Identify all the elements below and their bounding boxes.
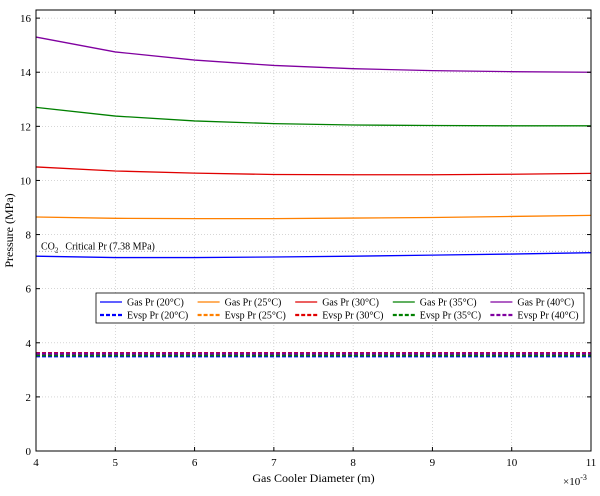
- legend-box: [95, 292, 585, 324]
- y-tick-label: 6: [26, 284, 32, 296]
- x-exponent-base: ×10: [563, 476, 581, 488]
- legend-entry: Evsp Pr (40°C): [490, 311, 579, 322]
- series-line-gas-pr-35-c: [35, 106, 591, 127]
- legend-label: Gas Pr (40°C): [517, 298, 574, 309]
- y-tick-label: 8: [26, 230, 32, 242]
- series-line-gas-pr-30-c: [35, 166, 592, 176]
- plot-frame: [35, 9, 592, 452]
- legend-label: Evsp Pr (35°C): [420, 311, 481, 322]
- legend-entry: Evsp Pr (35°C): [392, 311, 481, 322]
- legend-entry: Gas Pr (30°C): [295, 298, 379, 309]
- legend-entry: Evsp Pr (25°C): [197, 311, 286, 322]
- legend-label: Gas Pr (25°C): [225, 298, 282, 309]
- x-tick-label: 7: [271, 457, 277, 469]
- legend-label: Evsp Pr (20°C): [127, 311, 188, 322]
- legend-label: Evsp Pr (30°C): [322, 311, 383, 322]
- critical-pressure-annotation: CO2 Critical Pr (7.38 MPa): [41, 241, 155, 254]
- y-tick-label: 16: [20, 13, 32, 25]
- legend-entry: Gas Pr (40°C): [490, 298, 574, 309]
- series-lines: [35, 36, 592, 358]
- annotation-subscript: 2: [55, 246, 59, 254]
- series-line-gas-pr-40-c: [35, 36, 592, 73]
- legend-entry: Evsp Pr (20°C): [100, 311, 188, 322]
- x-tick-label: 4: [33, 457, 39, 469]
- x-tick-label: 9: [430, 457, 436, 469]
- annotation-prefix: CO: [41, 241, 55, 252]
- legend-entry: Gas Pr (20°C): [100, 298, 184, 309]
- y-tick-label: 14: [20, 67, 32, 79]
- legend-label: Gas Pr (30°C): [322, 298, 379, 309]
- axis-ticks: [35, 10, 592, 452]
- x-tick-label: 10: [506, 457, 518, 469]
- y-tick-label: 4: [26, 338, 32, 350]
- legend-entry: Evsp Pr (30°C): [295, 311, 383, 322]
- x-tick-label: 8: [350, 457, 356, 469]
- x-axis-exponent: ×10-3: [563, 473, 587, 488]
- legend-label: Gas Pr (35°C): [420, 298, 477, 309]
- y-tick-labels: 0 2 4 6 8 10 12 14 16: [20, 13, 32, 458]
- critical-pressure-reference: CO2 Critical Pr (7.38 MPa): [36, 241, 591, 254]
- x-axis-label: Gas Cooler Diameter (m): [252, 471, 374, 485]
- x-exponent-power: -3: [580, 473, 587, 482]
- x-tick-labels: 4 5 6 7 8 9 10 11: [33, 457, 596, 469]
- legend-entry: Gas Pr (25°C): [197, 298, 282, 309]
- series-line-gas-pr-20-c: [35, 252, 592, 259]
- x-tick-label: 6: [192, 457, 198, 469]
- legend-entry: Gas Pr (35°C): [392, 298, 477, 309]
- legend-label: Gas Pr (20°C): [127, 298, 184, 309]
- x-tick-label: 5: [113, 457, 119, 469]
- y-tick-label: 10: [20, 175, 32, 187]
- y-tick-label: 0: [26, 446, 32, 458]
- annotation-text: Critical Pr (7.38 MPa): [65, 241, 154, 252]
- y-axis-label: Pressure (MPa): [2, 193, 16, 267]
- series-line-gas-pr-25-c: [35, 214, 592, 220]
- y-tick-label: 2: [26, 392, 32, 404]
- legend-label: Evsp Pr (40°C): [517, 311, 578, 322]
- legend: Gas Pr (20°C) Gas Pr (25°C) Gas Pr (30°C) G…: [95, 292, 585, 324]
- x-tick-label: 11: [586, 457, 597, 469]
- legend-label: Evsp Pr (25°C): [225, 311, 286, 322]
- y-tick-label: 12: [20, 121, 31, 133]
